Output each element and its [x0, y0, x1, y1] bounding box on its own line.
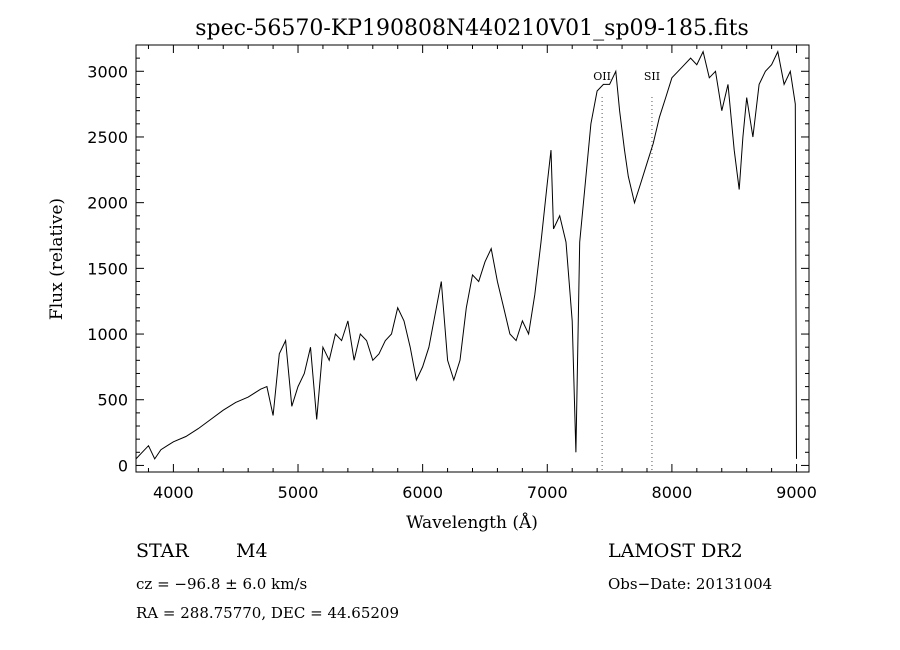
- x-axis-label: Wavelength (Å): [406, 512, 538, 533]
- chart-title: spec-56570-KP190808N440210V01_sp09-185.f…: [195, 16, 749, 41]
- redshift-value: cz = −96.8 ± 6.0 km/s: [136, 575, 308, 593]
- line-marker-label: OII: [593, 70, 611, 83]
- y-axis-label: Flux (relative): [47, 198, 67, 320]
- object-class: STAR: [136, 540, 189, 562]
- plot-frame: [135, 44, 810, 473]
- line-marker-label: SII: [644, 70, 660, 83]
- x-tick-label: 8000: [652, 483, 693, 502]
- y-tick-label: 2000: [87, 194, 128, 213]
- spectrum-line: [135, 50, 797, 460]
- y-tick-label: 1500: [87, 259, 128, 278]
- y-tick-label: 500: [97, 391, 128, 410]
- survey-name: LAMOST DR2: [608, 540, 743, 562]
- y-tick-label: 3000: [87, 62, 128, 81]
- x-tick-label: 9000: [776, 483, 817, 502]
- x-axis: 4000 5000 6000 7000 8000 9000: [147, 45, 817, 502]
- emission-line-markers: OII SII: [593, 70, 660, 472]
- observation-date: Obs−Date: 20131004: [608, 575, 773, 593]
- coordinates: RA = 288.75770, DEC = 44.65209: [136, 604, 400, 622]
- y-tick-label: 1000: [87, 325, 128, 344]
- object-subclass: M4: [236, 540, 268, 562]
- x-tick-label: 5000: [278, 483, 319, 502]
- x-tick-label: 7000: [527, 483, 568, 502]
- y-axis: 0 500 1000 1500 2000 2500 3000: [87, 57, 809, 475]
- x-tick-label: 4000: [153, 483, 194, 502]
- y-tick-label: 0: [118, 456, 128, 475]
- y-tick-label: 2500: [87, 128, 128, 147]
- x-tick-label: 6000: [402, 483, 443, 502]
